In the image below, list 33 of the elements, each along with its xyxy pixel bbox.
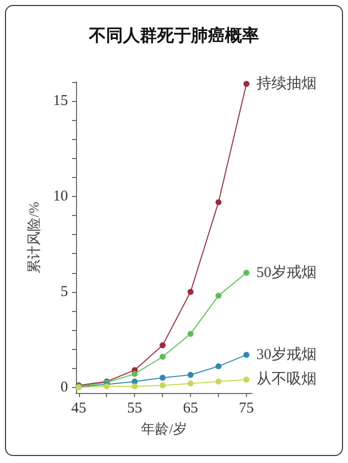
point [160, 374, 166, 381]
series-label: 从不吸烟 [256, 370, 316, 388]
chart-title: 不同人群死于肺癌概率 [88, 26, 259, 45]
x-tick-label: 65 [183, 400, 198, 416]
point [132, 383, 138, 390]
y-tick-label: 10 [53, 188, 68, 204]
point [160, 382, 166, 388]
x-tick-label: 75 [238, 400, 254, 416]
point [243, 352, 250, 358]
point [243, 80, 250, 87]
point [215, 292, 222, 299]
y-tick-label: 5 [60, 284, 68, 300]
point [160, 354, 166, 360]
x-tick-label: 55 [127, 400, 142, 416]
point [215, 363, 222, 370]
y-axis-title: 累计风险/% [26, 201, 43, 274]
point [188, 372, 194, 378]
point [188, 330, 194, 337]
y-tick-label: 15 [53, 93, 68, 110]
point [243, 270, 250, 276]
point [243, 376, 250, 383]
x-axis-title: 年龄/岁 [141, 422, 187, 438]
y-tick-label: 0 [60, 379, 68, 396]
point [215, 199, 222, 206]
point [188, 380, 194, 386]
point [132, 370, 138, 377]
series-label: 30岁戒烟 [256, 346, 316, 363]
series-label: 持续抽烟 [256, 74, 316, 92]
x-tick-label: 45 [71, 400, 86, 416]
point [188, 288, 194, 295]
point [160, 342, 166, 348]
point [215, 378, 222, 385]
series-label: 50岁戒烟 [256, 264, 316, 281]
